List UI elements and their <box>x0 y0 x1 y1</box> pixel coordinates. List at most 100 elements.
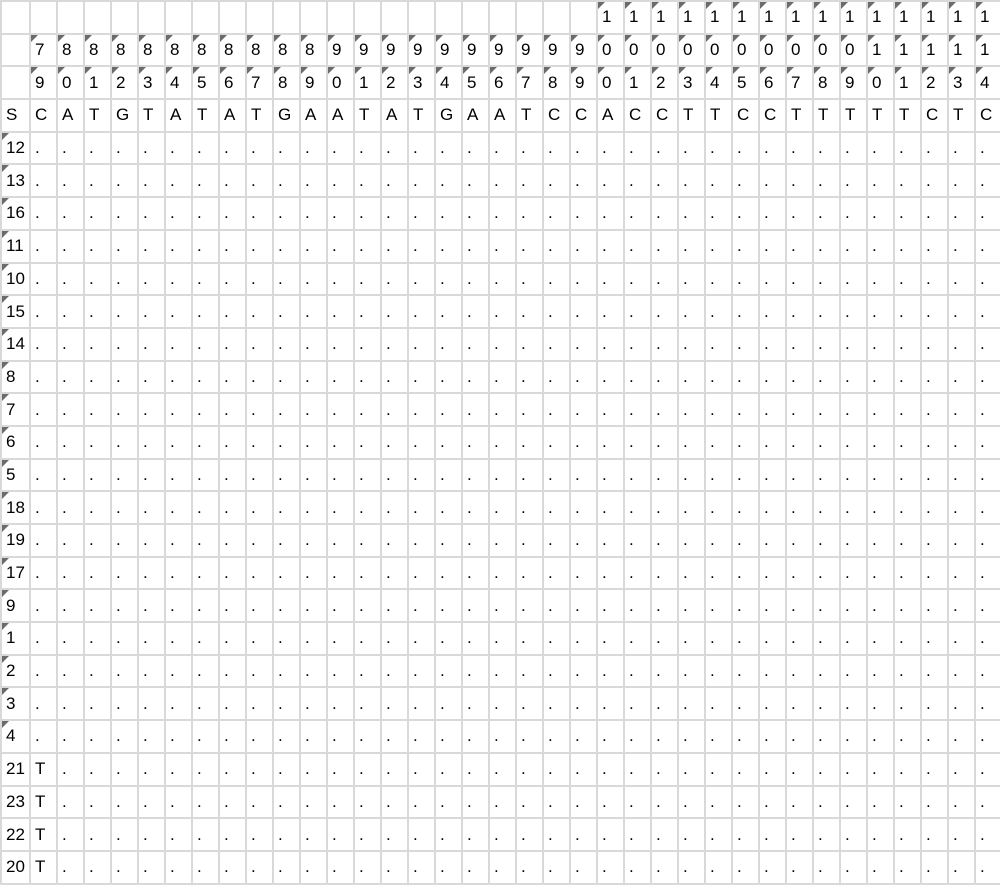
sequence-cell: . <box>273 851 300 884</box>
sequence-cell: . <box>381 753 408 786</box>
sequence-cell: . <box>570 230 597 263</box>
sequence-cell: . <box>408 818 435 851</box>
position-digit: 0 <box>57 66 84 99</box>
sequence-cell: . <box>111 720 138 753</box>
sequence-cell: . <box>489 655 516 688</box>
sequence-cell: . <box>462 753 489 786</box>
sequence-cell: . <box>57 720 84 753</box>
sequence-cell: . <box>651 753 678 786</box>
sequence-cell: . <box>381 328 408 361</box>
sequence-cell: . <box>570 164 597 197</box>
sequence-cell: . <box>57 687 84 720</box>
sequence-cell: . <box>732 197 759 230</box>
sequence-cell: . <box>462 295 489 328</box>
sequence-cell: . <box>867 230 894 263</box>
sequence-cell: . <box>624 622 651 655</box>
sequence-cell: . <box>651 557 678 590</box>
position-digit <box>111 1 138 34</box>
sequence-cell: . <box>705 557 732 590</box>
sequence-cell: . <box>273 459 300 492</box>
sequence-cell: . <box>408 622 435 655</box>
sequence-cell: . <box>840 622 867 655</box>
sequence-cell: . <box>732 622 759 655</box>
sequence-cell: . <box>948 295 975 328</box>
sequence-cell: . <box>300 622 327 655</box>
sequence-cell: . <box>462 818 489 851</box>
sequence-cell: . <box>435 557 462 590</box>
row-id: 12 <box>1 132 30 165</box>
position-digit: 5 <box>192 66 219 99</box>
sequence-cell: . <box>867 851 894 884</box>
sequence-cell: . <box>624 361 651 394</box>
sequence-cell: . <box>273 164 300 197</box>
position-digit <box>543 1 570 34</box>
sequence-cell: . <box>678 524 705 557</box>
sequence-cell: . <box>975 361 1000 394</box>
sequence-cell: . <box>354 687 381 720</box>
sequence-cell: . <box>165 655 192 688</box>
sequence-cell: . <box>489 851 516 884</box>
sequence-cell: . <box>354 786 381 819</box>
sequence-cell: . <box>30 263 57 296</box>
sequence-cell: . <box>489 263 516 296</box>
sequence-cell: . <box>219 328 246 361</box>
sequence-cell: . <box>516 687 543 720</box>
sequence-cell: . <box>462 687 489 720</box>
sequence-cell: . <box>651 132 678 165</box>
sequence-cell: . <box>948 164 975 197</box>
sequence-cell: . <box>624 295 651 328</box>
sequence-cell: . <box>408 230 435 263</box>
sequence-cell: . <box>300 655 327 688</box>
sequence-cell: . <box>759 818 786 851</box>
reference-base: C <box>570 99 597 132</box>
sequence-cell: . <box>840 328 867 361</box>
sequence-cell: . <box>408 361 435 394</box>
sequence-cell: . <box>867 164 894 197</box>
sequence-cell: . <box>408 655 435 688</box>
sequence-cell: . <box>948 491 975 524</box>
sequence-cell: . <box>705 132 732 165</box>
sequence-cell: . <box>30 393 57 426</box>
position-digit: 8 <box>192 34 219 67</box>
sequence-cell: . <box>354 524 381 557</box>
sequence-cell: . <box>840 557 867 590</box>
position-digit: 0 <box>732 34 759 67</box>
sequence-cell: . <box>840 426 867 459</box>
sequence-cell: . <box>408 851 435 884</box>
reference-base: T <box>705 99 732 132</box>
sequence-cell: . <box>327 524 354 557</box>
reference-base: A <box>489 99 516 132</box>
sequence-cell: . <box>327 459 354 492</box>
sequence-cell: . <box>624 786 651 819</box>
position-digit: 7 <box>786 66 813 99</box>
sequence-cell: . <box>435 786 462 819</box>
sequence-cell: . <box>354 197 381 230</box>
sequence-cell: . <box>759 459 786 492</box>
sequence-cell: . <box>138 687 165 720</box>
sequence-cell: . <box>948 328 975 361</box>
sequence-cell: . <box>300 393 327 426</box>
sequence-cell: . <box>894 197 921 230</box>
sequence-cell: . <box>462 393 489 426</box>
sequence-cell: . <box>813 524 840 557</box>
sequence-cell: . <box>165 557 192 590</box>
sequence-cell: . <box>300 164 327 197</box>
sequence-cell: . <box>651 622 678 655</box>
sequence-cell: . <box>570 393 597 426</box>
position-digit <box>138 1 165 34</box>
reference-base: A <box>57 99 84 132</box>
sequence-cell: . <box>111 622 138 655</box>
position-digit: 9 <box>435 34 462 67</box>
sequence-cell: . <box>435 164 462 197</box>
sequence-cell: . <box>462 720 489 753</box>
sequence-cell: T <box>30 786 57 819</box>
sequence-cell: . <box>624 263 651 296</box>
sequence-cell: . <box>516 491 543 524</box>
sequence-cell: . <box>462 361 489 394</box>
sequence-cell: . <box>570 328 597 361</box>
sequence-cell: . <box>273 328 300 361</box>
sequence-cell: . <box>759 851 786 884</box>
sequence-cell: . <box>813 263 840 296</box>
sequence-cell: . <box>462 557 489 590</box>
sequence-cell: . <box>894 230 921 263</box>
